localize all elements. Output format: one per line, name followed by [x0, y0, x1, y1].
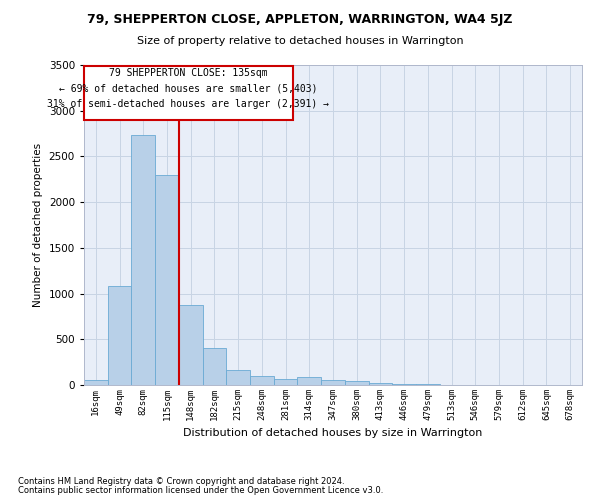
Bar — [108, 286, 131, 385]
Bar — [250, 376, 274, 385]
Bar — [416, 384, 440, 385]
Text: ← 69% of detached houses are smaller (5,403): ← 69% of detached houses are smaller (5,… — [59, 84, 317, 94]
Bar — [131, 136, 155, 385]
Bar — [226, 370, 250, 385]
Bar — [368, 382, 392, 385]
Bar — [345, 382, 368, 385]
Bar — [179, 304, 203, 385]
Y-axis label: Number of detached properties: Number of detached properties — [33, 143, 43, 307]
Bar — [321, 380, 345, 385]
Bar — [203, 348, 226, 385]
Bar — [298, 377, 321, 385]
Text: Size of property relative to detached houses in Warrington: Size of property relative to detached ho… — [137, 36, 463, 46]
Bar — [274, 378, 298, 385]
Text: Contains public sector information licensed under the Open Government Licence v3: Contains public sector information licen… — [18, 486, 383, 495]
Text: 79 SHEPPERTON CLOSE: 135sqm: 79 SHEPPERTON CLOSE: 135sqm — [109, 68, 268, 78]
Text: 79, SHEPPERTON CLOSE, APPLETON, WARRINGTON, WA4 5JZ: 79, SHEPPERTON CLOSE, APPLETON, WARRINGT… — [87, 12, 513, 26]
X-axis label: Distribution of detached houses by size in Warrington: Distribution of detached houses by size … — [184, 428, 482, 438]
Bar — [84, 380, 108, 385]
Text: Contains HM Land Registry data © Crown copyright and database right 2024.: Contains HM Land Registry data © Crown c… — [18, 477, 344, 486]
Text: 31% of semi-detached houses are larger (2,391) →: 31% of semi-detached houses are larger (… — [47, 99, 329, 109]
Bar — [155, 174, 179, 385]
Bar — [392, 384, 416, 385]
